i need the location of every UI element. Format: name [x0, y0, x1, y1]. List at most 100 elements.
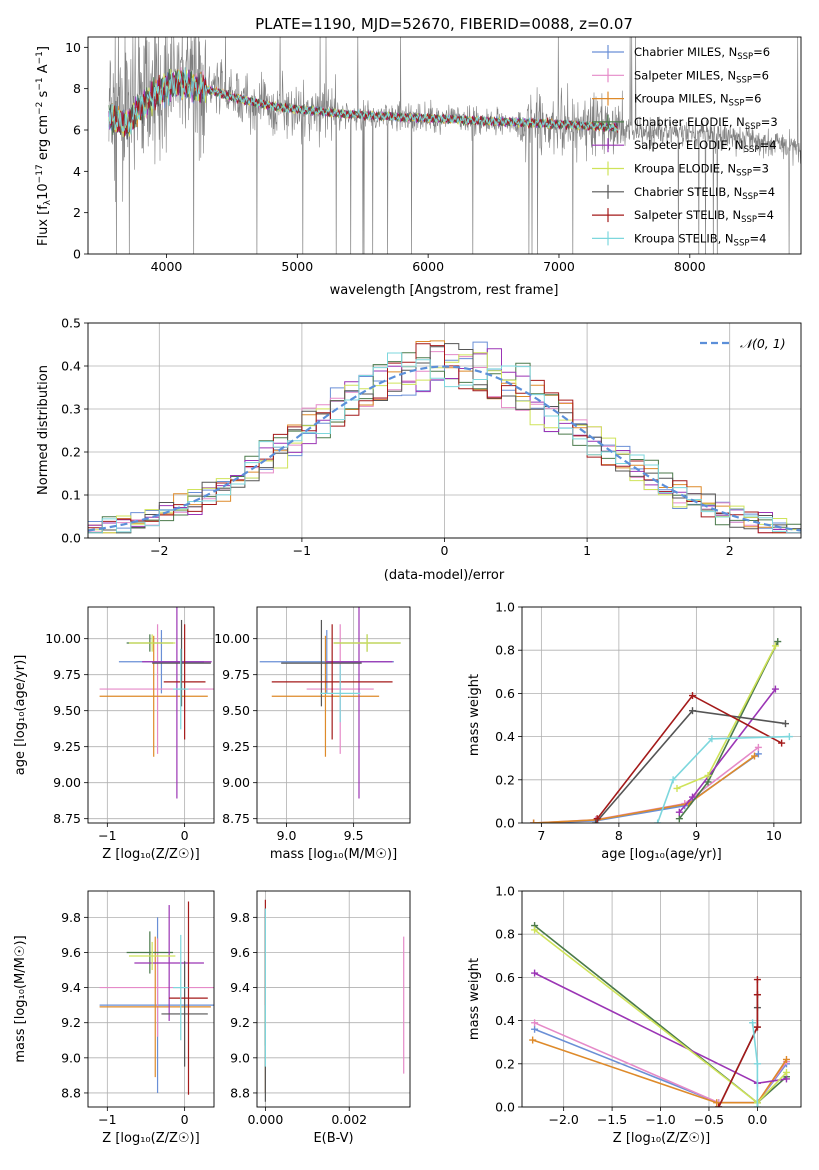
weight-vs-Z-ytick-label: 0.2 — [495, 1056, 515, 1071]
series-marker-salpeter_elodie — [531, 969, 539, 977]
mass-vs-Z-ytick-label: 9.0 — [61, 1050, 81, 1065]
series-marker-salpeter_stelib — [778, 739, 786, 747]
age-vs-Z-xlabel: Z [log₁₀(Z/Z☉)] — [102, 847, 199, 862]
spectrum-model-chabrier_stelib — [108, 70, 618, 140]
age-vs-mass-ytick-label: 9.25 — [222, 739, 250, 754]
age-vs-mass-xtick-label: 9.5 — [344, 828, 364, 843]
spectrum-ytick-label: 0 — [73, 247, 81, 262]
mass-vs-EBV-frame — [256, 890, 411, 1108]
spectrum-ytick-label: 10 — [65, 40, 81, 55]
age-vs-Z-frame — [87, 606, 215, 824]
weight-vs-Z-frame — [521, 890, 802, 1108]
spectrum-legend-item: Salpeter ELODIE, NSSP=4 — [592, 138, 777, 155]
series-marker-chabrier_miles — [754, 750, 762, 758]
series-line-kroupa_stelib — [656, 735, 790, 823]
spectrum-ylabel: Flux [fλ10−17 erg cm−2 s−1 A−1] — [35, 46, 53, 246]
series-marker-kroupa_miles — [782, 1055, 790, 1063]
mass-vs-EBV-ytick-label: 9.6 — [230, 945, 250, 960]
legend-label: Chabrier MILES, NSSP=6 — [634, 45, 770, 62]
weight-vs-age-xtick-label: 10 — [766, 828, 782, 843]
series-marker-salpeter_elodie — [689, 793, 696, 801]
legend-label: Kroupa MILES, NSSP=6 — [634, 92, 761, 109]
spectrum-ytick-label: 2 — [73, 205, 81, 220]
series-marker-salpeter_elodie — [675, 808, 683, 816]
mass-vs-Z-ytick-label: 9.6 — [61, 945, 81, 960]
mass-vs-Z-ylabel: mass [log₁₀(M/M☉)] — [13, 935, 28, 1062]
age-vs-mass-ytick-label: 9.00 — [222, 775, 250, 790]
normal-curve — [88, 365, 801, 532]
weight-vs-age-xtick-label: 9 — [692, 828, 700, 843]
spectrum-xlabel: wavelength [Angstrom, rest frame] — [330, 283, 559, 298]
age-vs-Z-ytick-label: 10.00 — [45, 631, 81, 646]
weight-vs-age-ytick-label: 0.6 — [495, 686, 515, 701]
age-vs-Z-panel: −1 0 8.75 9.00 9.25 9.50 9.75 10.00 Z [log₁₀(Z/Z… — [13, 606, 215, 862]
series-marker-chabrier_stelib — [689, 707, 696, 715]
residual-xtick-label: −2 — [150, 543, 168, 558]
age-vs-Z-ytick-label: 9.25 — [53, 739, 81, 754]
histogram-chabrier_elodie — [88, 352, 801, 534]
age-vs-mass-ytick-label: 9.75 — [222, 667, 250, 682]
series-line-kroupa_stelib — [751, 1022, 759, 1107]
weight-vs-Z-xlabel: Z [log₁₀(Z/Z☉)] — [613, 1131, 710, 1146]
age-vs-mass-ytick-label: 8.75 — [222, 811, 250, 826]
legend-label-normal: 𝒩(0, 1) — [740, 336, 786, 351]
legend-label: Salpeter STELIB, NSSP=4 — [634, 208, 774, 225]
weight-vs-age-xtick-label: 7 — [537, 828, 545, 843]
series-marker-salpeter_stelib — [715, 1103, 723, 1107]
histogram-kroupa_stelib — [88, 352, 801, 534]
residual-xtick-label: 0 — [441, 543, 449, 558]
residual-ytick-label: 0.4 — [61, 359, 81, 374]
series-marker-chabrier_elodie — [704, 778, 712, 786]
mass-vs-Z-xlabel: Z [log₁₀(Z/Z☉)] — [102, 1131, 199, 1146]
weight-vs-age-ytick-label: 0.4 — [495, 729, 515, 744]
series-marker-kroupa_miles — [751, 752, 758, 760]
series-marker-kroupa_elodie — [704, 771, 712, 779]
spectrum-legend-item: Kroupa ELODIE, NSSP=3 — [592, 161, 769, 179]
series-marker-kroupa_miles — [713, 1099, 721, 1107]
series-marker-salpeter_stelib — [753, 1023, 761, 1031]
mass-vs-Z-xtick-label: 0 — [181, 1112, 189, 1127]
series-marker-salpeter_stelib — [593, 815, 601, 823]
mass-vs-Z-ytick-label: 9.8 — [61, 910, 81, 925]
series-marker-kroupa_elodie — [531, 926, 539, 934]
weight-vs-age-ylabel: mass weight — [467, 674, 482, 756]
weight-vs-age-panel: 7 8 9 10 0.0 0.2 0.4 0.6 0.8 1.0 age [log₁₀(age/yr… — [467, 600, 802, 862]
series-marker-kroupa_miles — [530, 819, 538, 823]
series-marker-chabrier_elodie — [774, 638, 782, 646]
series-line-salpeter_stelib — [717, 979, 759, 1107]
spectrum-legend-item: Chabrier ELODIE, NSSP=3 — [592, 114, 778, 132]
series-marker-salpeter_elodie — [771, 685, 779, 693]
spectrum-legend-item: Salpeter STELIB, NSSP=4 — [592, 208, 774, 225]
spectrum-xtick-label: 6000 — [412, 259, 444, 274]
series-marker-salpeter_stelib — [753, 976, 761, 984]
weight-vs-Z-ytick-label: 1.0 — [495, 884, 515, 899]
age-vs-Z-ytick-label: 8.75 — [53, 811, 81, 826]
series-marker-kroupa_stelib — [749, 1019, 757, 1027]
spectrum-model-kroupa_stelib — [108, 67, 618, 135]
mass-vs-EBV-ytick-label: 9.2 — [230, 1015, 250, 1030]
histogram-salpeter_stelib — [88, 343, 801, 534]
age-vs-mass-frame — [256, 606, 411, 824]
spectrum-frame — [87, 36, 802, 255]
series-marker-chabrier_elodie — [675, 815, 683, 823]
series-marker-kroupa_elodie — [673, 784, 681, 792]
series-marker-kroupa_stelib — [753, 1103, 761, 1107]
weight-vs-age-ytick-label: 0.8 — [495, 643, 515, 658]
series-line-kroupa_elodie — [676, 645, 777, 790]
age-vs-Z-xtick-label: −1 — [98, 828, 116, 843]
legend-label: Kroupa STELIB, NSSP=4 — [634, 231, 766, 248]
weight-vs-Z-ytick-label: 0.4 — [495, 1013, 515, 1028]
series-marker-chabrier_miles — [531, 1025, 539, 1033]
series-marker-kroupa_elodie — [771, 642, 779, 650]
mass-vs-Z-xtick-label: −1 — [98, 1112, 116, 1127]
legend-label: Chabrier STELIB, NSSP=4 — [634, 185, 775, 202]
series-marker-kroupa_elodie — [782, 1068, 790, 1076]
mass-vs-EBV-xtick-label: 0.000 — [247, 1112, 283, 1127]
spectrum-xtick-label: 7000 — [543, 259, 575, 274]
series-marker-salpeter_elodie — [782, 1075, 790, 1083]
residual-xtick-label: 1 — [583, 543, 591, 558]
mass-vs-EBV-ytick-label: 9.8 — [230, 910, 250, 925]
weight-vs-Z-ytick-label: 0.0 — [495, 1100, 515, 1115]
age-vs-mass-ytick-label: 10.00 — [214, 631, 250, 646]
